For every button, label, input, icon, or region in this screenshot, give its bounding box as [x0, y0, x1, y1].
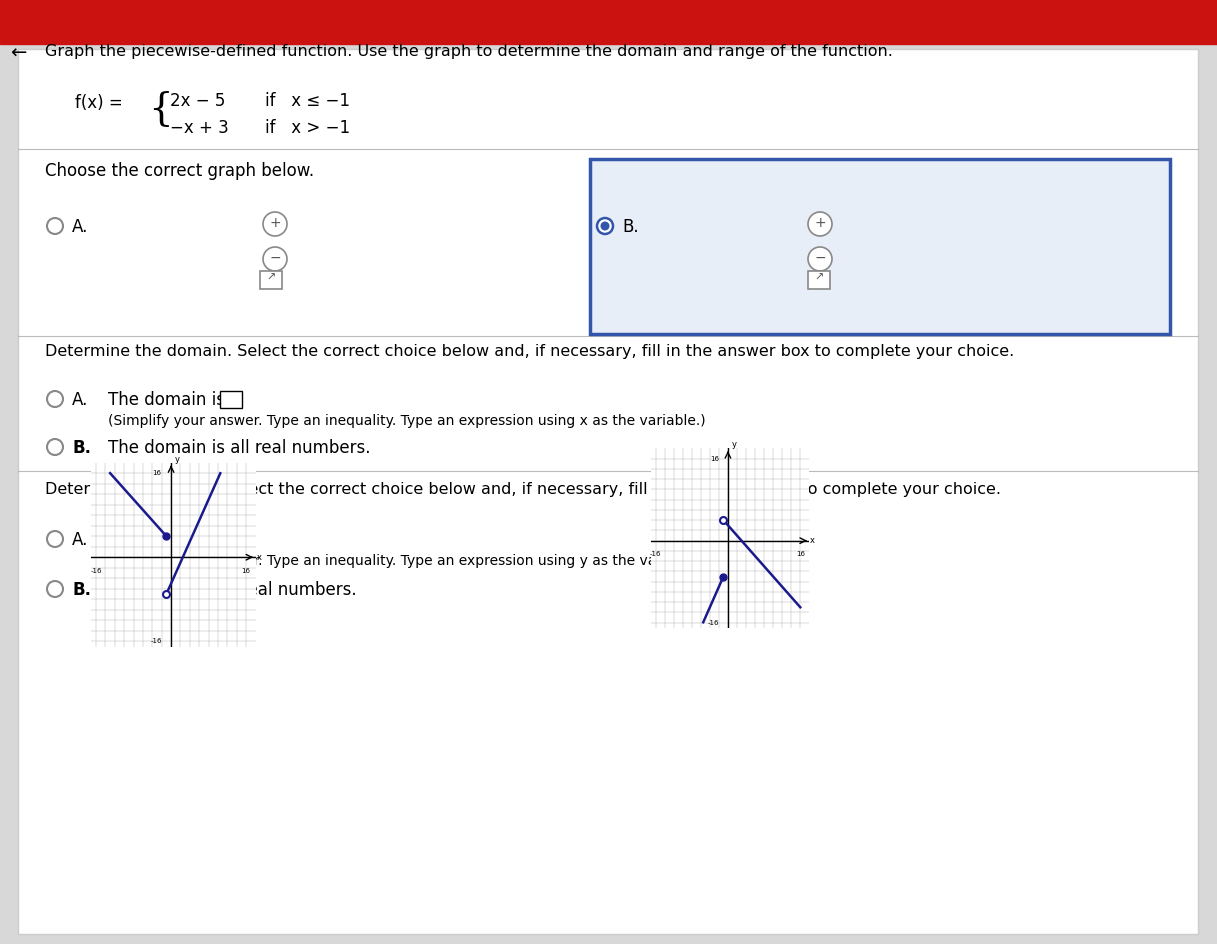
Text: 16: 16	[796, 551, 804, 557]
Text: +: +	[269, 216, 281, 230]
Text: ←: ←	[10, 44, 27, 63]
Circle shape	[600, 222, 610, 230]
Text: ↗: ↗	[267, 273, 276, 283]
Text: +: +	[814, 216, 826, 230]
Text: (Simplify your answer. Type an inequality. Type an expression using y as the var: (Simplify your answer. Type an inequalit…	[108, 554, 706, 568]
Circle shape	[263, 247, 287, 271]
Text: Determine the domain. Select the correct choice below and, if necessary, fill in: Determine the domain. Select the correct…	[45, 344, 1014, 359]
Bar	[0, 0, 1217, 44]
Text: .: .	[228, 531, 234, 549]
Text: y: y	[175, 455, 180, 464]
Circle shape	[47, 391, 63, 407]
Bar	[590, 159, 1170, 334]
Text: The domain is: The domain is	[108, 391, 225, 409]
Text: The domain is all real numbers.: The domain is all real numbers.	[108, 439, 370, 457]
Circle shape	[47, 531, 63, 547]
Text: if   x ≤ −1: if x ≤ −1	[265, 92, 350, 110]
Circle shape	[808, 212, 832, 236]
Text: -16: -16	[707, 619, 719, 626]
Text: {: {	[148, 91, 173, 128]
Text: 16: 16	[242, 567, 251, 574]
Text: −: −	[269, 251, 281, 265]
Text: .: .	[232, 391, 239, 409]
Text: if   x > −1: if x > −1	[265, 119, 350, 137]
Circle shape	[808, 247, 832, 271]
Circle shape	[47, 439, 63, 455]
Text: x: x	[811, 536, 815, 545]
Text: (Simplify your answer. Type an inequality. Type an expression using x as the var: (Simplify your answer. Type an inequalit…	[108, 414, 706, 428]
Text: Choose the correct graph below.: Choose the correct graph below.	[45, 162, 314, 180]
Text: B.: B.	[622, 218, 639, 236]
Text: -16: -16	[650, 551, 661, 557]
Text: B.: B.	[72, 439, 91, 457]
Text: −: −	[814, 251, 826, 265]
Text: f(x) =: f(x) =	[75, 94, 123, 112]
Circle shape	[47, 581, 63, 597]
Text: 16: 16	[710, 456, 719, 462]
Text: Determine the range. Select the correct choice below and, if necessary, fill in : Determine the range. Select the correct …	[45, 482, 1002, 497]
Text: -16: -16	[150, 638, 162, 645]
Text: 2x − 5: 2x − 5	[170, 92, 225, 110]
Circle shape	[598, 218, 613, 234]
Text: A.: A.	[72, 391, 89, 409]
Text: 16: 16	[152, 470, 162, 476]
Text: y: y	[731, 441, 736, 449]
Text: The range is all real numbers.: The range is all real numbers.	[108, 581, 357, 599]
Circle shape	[47, 218, 63, 234]
Text: A.: A.	[72, 531, 89, 549]
Text: ↗: ↗	[814, 273, 824, 283]
Text: B.: B.	[72, 581, 91, 599]
Text: A.: A.	[72, 218, 89, 236]
Bar	[260, 271, 282, 289]
Text: -16: -16	[90, 567, 102, 574]
Bar	[808, 271, 830, 289]
Text: x: x	[257, 553, 262, 562]
Bar	[204, 531, 228, 548]
Circle shape	[263, 212, 287, 236]
Bar	[220, 391, 242, 408]
Text: −x + 3: −x + 3	[170, 119, 229, 137]
Text: The range is: The range is	[108, 531, 211, 549]
Text: Graph the piecewise-defined function. Use the graph to determine the domain and : Graph the piecewise-defined function. Us…	[45, 44, 893, 59]
